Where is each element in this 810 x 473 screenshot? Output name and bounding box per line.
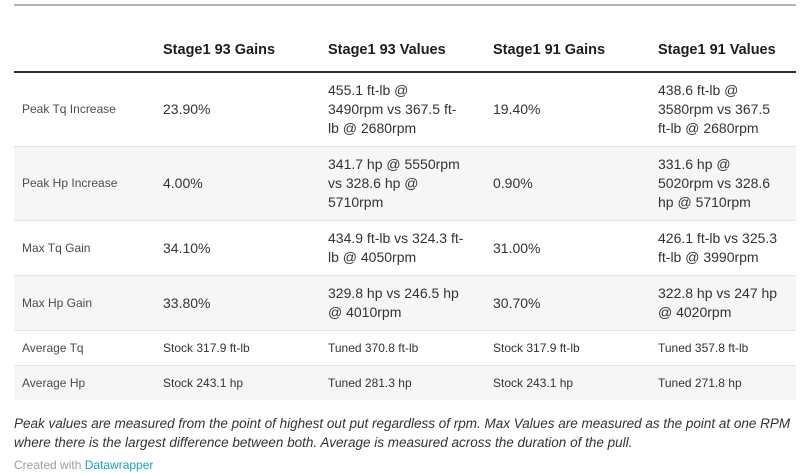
column-header-blank — [14, 6, 155, 73]
table-cell: 0.90% — [493, 175, 533, 191]
table-row-average-hp: Average Hp Stock 243.1 hp Tuned 281.3 hp… — [14, 365, 796, 400]
footnote: Peak values are measured from the point … — [14, 416, 791, 450]
table-cell: 438.6 ft-lb @ 3580rpm vs 367.5 ft-lb @ 2… — [658, 82, 771, 136]
table-cell: 33.80% — [163, 294, 211, 311]
table-row-average-tq: Average Tq Stock 317.9 ft-lb Tuned 370.8… — [14, 331, 796, 366]
header-row: Stage1 93 Gains Stage1 93 Values Stage1 … — [14, 6, 796, 73]
table-row-max-tq-gain: Max Tq Gain 34.10% 434.9 ft-lb vs 324.3 … — [14, 221, 796, 276]
column-header-stage1-91-values: Stage1 91 Values — [650, 6, 796, 73]
table-cell: 31.00% — [493, 239, 541, 256]
row-label: Average Hp — [22, 376, 86, 390]
attribution: Created with Datawrapper — [14, 458, 796, 472]
column-header-stage1-93-values: Stage1 93 Values — [320, 6, 485, 73]
row-label: Peak Hp Increase — [22, 176, 118, 190]
table-cell: Tuned 271.8 hp — [658, 376, 742, 390]
table-cell: 30.70% — [493, 294, 541, 311]
table-cell: 23.90% — [163, 101, 211, 117]
row-label: Average Tq — [22, 341, 84, 355]
table-cell: Stock 243.1 hp — [163, 376, 244, 390]
table-cell: 426.1 ft-lb vs 325.3 ft-lb @ 3990rpm — [658, 230, 778, 265]
top-divider — [14, 4, 796, 6]
table-cell: 19.40% — [493, 101, 541, 117]
table-cell: Tuned 357.8 ft-lb — [658, 341, 749, 355]
table-row-max-hp-gain: Max Hp Gain 33.80% 329.8 hp vs 246.5 hp … — [14, 275, 796, 331]
datawrapper-link[interactable]: Datawrapper — [84, 458, 154, 472]
table-cell: 322.8 hp vs 247 hp @ 4020rpm — [658, 285, 778, 320]
table-row-peak-tq-increase: Peak Tq Increase 23.90% 455.1 ft-lb @ 34… — [14, 72, 796, 147]
row-label: Peak Tq Increase — [22, 102, 116, 116]
row-label: Max Hp Gain — [22, 295, 93, 310]
table-cell: 455.1 ft-lb @ 3490rpm vs 367.5 ft-lb @ 2… — [328, 82, 457, 136]
table-row-peak-hp-increase: Peak Hp Increase 4.00% 341.7 hp @ 5550rp… — [14, 146, 796, 221]
table-cell: 434.9 ft-lb vs 324.3 ft-lb @ 4050rpm — [328, 230, 464, 265]
table-cell: Stock 243.1 hp — [493, 376, 574, 390]
dyno-gains-table: Stage1 93 Gains Stage1 93 Values Stage1 … — [14, 6, 796, 400]
attribution-prefix: Created with — [14, 458, 85, 472]
column-header-stage1-91-gains: Stage1 91 Gains — [485, 6, 650, 73]
row-label: Max Tq Gain — [22, 240, 91, 255]
table-cell: 331.6 hp @ 5020rpm vs 328.6 hp @ 5710rpm — [658, 156, 771, 210]
column-header-stage1-93-gains: Stage1 93 Gains — [155, 6, 320, 73]
table-cell: 329.8 hp vs 246.5 hp @ 4010rpm — [328, 285, 459, 320]
table-cell: Stock 317.9 ft-lb — [493, 341, 580, 355]
table-cell: 4.00% — [163, 175, 203, 191]
table-cell: 341.7 hp @ 5550rpm vs 328.6 hp @ 5710rpm — [328, 156, 460, 210]
table-cell: Tuned 370.8 ft-lb — [328, 341, 419, 355]
table-cell: 34.10% — [163, 239, 211, 256]
table-cell: Tuned 281.3 hp — [328, 376, 412, 390]
table-cell: Stock 317.9 ft-lb — [163, 341, 250, 355]
